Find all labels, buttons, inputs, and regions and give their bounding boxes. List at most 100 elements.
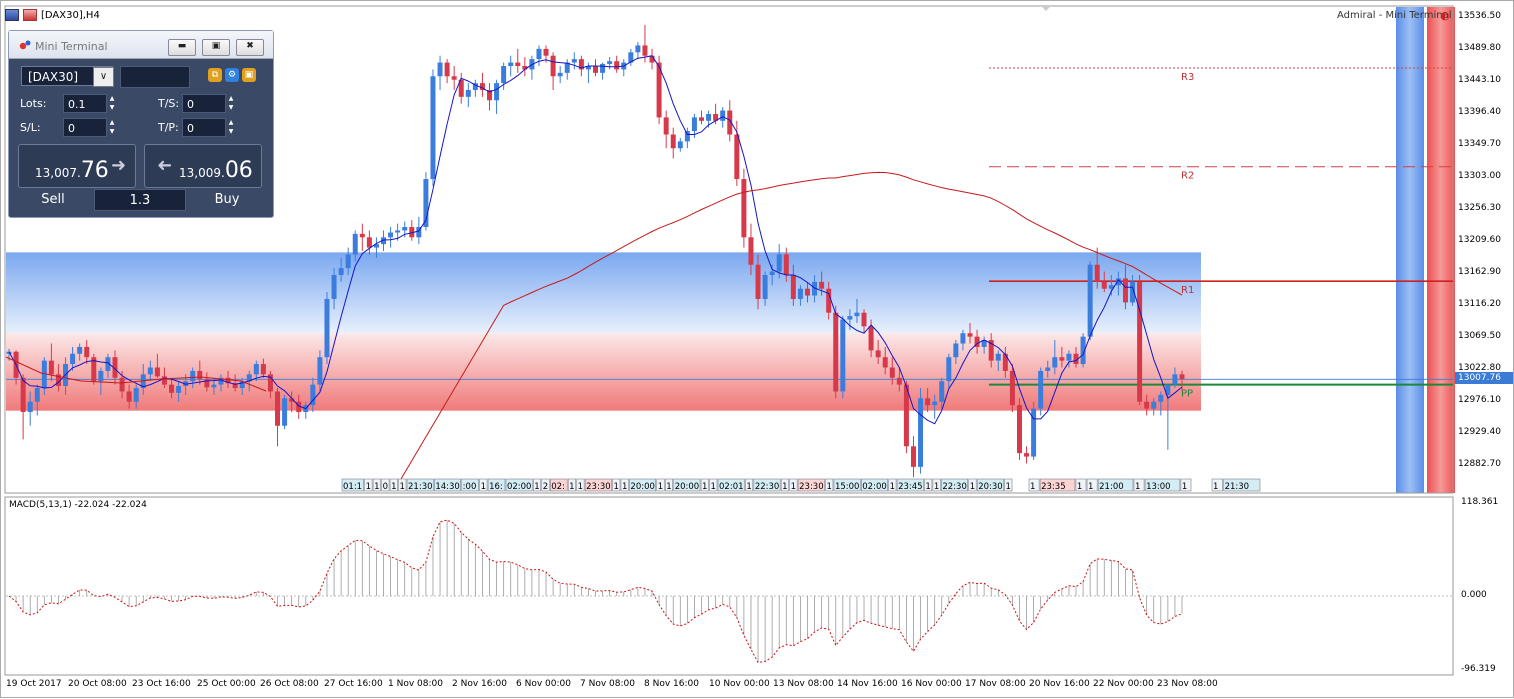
spread-value: 1.3 xyxy=(94,189,186,211)
candle-body xyxy=(854,312,860,317)
session-marker-box xyxy=(780,478,789,492)
date-axis-label: 6 Nov 00:00 xyxy=(516,679,571,689)
account-field[interactable] xyxy=(120,66,190,88)
session-marker-box xyxy=(341,478,364,492)
macd-axis-label: 118.361 xyxy=(1461,497,1499,507)
minimize-button[interactable]: ▬ xyxy=(168,39,196,56)
session-marker-box xyxy=(924,478,933,492)
candle-body xyxy=(564,62,570,73)
candle-body xyxy=(338,268,344,275)
session-marker-box xyxy=(381,478,390,492)
candle-body xyxy=(1144,401,1150,409)
session-marker-box xyxy=(1028,478,1040,492)
date-axis-label: 10 Nov 00:00 xyxy=(709,679,770,689)
candle-body xyxy=(282,398,288,426)
chart-title-bar: [DAX30],H4 xyxy=(5,7,100,23)
macd-axis-label: 0.000 xyxy=(1461,590,1487,600)
candle-body xyxy=(176,385,182,393)
candle-body xyxy=(720,110,726,121)
candle-body xyxy=(437,62,443,77)
candle-body xyxy=(55,374,61,386)
candle-body xyxy=(543,48,549,56)
ts-stepper[interactable]: ▲ ▼ xyxy=(228,95,234,111)
candle-body xyxy=(663,117,669,135)
tp-input[interactable]: 0 xyxy=(182,118,226,137)
candle-body xyxy=(939,381,945,402)
candle-body xyxy=(317,357,323,385)
session-marker-label: 22:30 xyxy=(942,482,967,492)
expert-advisor-icon[interactable]: ◐ xyxy=(1440,9,1450,22)
session-marker-label: 1 xyxy=(578,482,583,492)
price-axis-label: 12976.10 xyxy=(1458,395,1501,405)
candle-body xyxy=(373,244,379,248)
candle-body xyxy=(84,346,90,358)
candle-body xyxy=(253,364,259,375)
buy-price-main: 13,009. xyxy=(179,166,225,180)
date-axis-label: 20 Nov 16:00 xyxy=(1029,679,1090,689)
candle-body xyxy=(1130,281,1136,303)
session-marker-label: 1 xyxy=(658,482,663,492)
copy-icon[interactable]: ⧉ xyxy=(208,68,222,82)
session-marker-label: 14:30 xyxy=(435,482,460,492)
session-marker-box xyxy=(505,478,533,492)
candle-body xyxy=(232,383,238,389)
buy-button[interactable]: Buy xyxy=(214,192,240,207)
price-axis-label: 13022.80 xyxy=(1458,363,1501,373)
session-marker-label: 23:45 xyxy=(898,482,923,492)
session-marker-label: 23:30 xyxy=(799,482,824,492)
close-button[interactable]: ✖ xyxy=(236,39,264,56)
candle-body xyxy=(190,370,196,382)
maximize-button[interactable]: ▣ xyxy=(202,39,230,56)
candle-body xyxy=(479,83,485,90)
lots-stepper[interactable]: ▲ ▼ xyxy=(109,95,115,111)
candle-body xyxy=(112,357,118,378)
candle-body xyxy=(331,274,337,299)
chevron-down-icon[interactable]: ∨ xyxy=(93,67,114,87)
session-marker-label: 21:30 xyxy=(1225,482,1250,492)
candle-body xyxy=(762,274,768,299)
lots-input[interactable]: 0.1 xyxy=(63,94,107,113)
gear-icon[interactable]: ⚙ xyxy=(225,68,239,82)
session-marker-label: 21:30 xyxy=(408,482,433,492)
expand-icon[interactable]: ▣ xyxy=(242,68,256,82)
candle-body xyxy=(600,63,606,73)
moving-averages xyxy=(5,55,1183,480)
candle-body xyxy=(161,376,167,385)
session-marker-label: 1 xyxy=(366,482,371,492)
candle-body xyxy=(472,83,478,90)
buy-price-button[interactable]: ➜ 13,009.06 xyxy=(144,144,262,188)
candle-body xyxy=(77,346,83,354)
session-marker-box xyxy=(673,478,701,492)
tp-stepper[interactable]: ▲ ▼ xyxy=(228,119,234,135)
slow-ma-line-left xyxy=(5,356,267,392)
session-marker-box xyxy=(1004,478,1013,492)
ts-input[interactable]: 0 xyxy=(182,94,226,113)
mini-terminal-header[interactable]: Mini Terminal ▬ ▣ ✖ xyxy=(9,31,273,59)
session-marker-label: 1 xyxy=(746,482,751,492)
sell-button[interactable]: Sell xyxy=(41,192,65,207)
session-marker-box xyxy=(389,478,398,492)
candle-body xyxy=(656,62,662,118)
date-axis-label: 22 Nov 00:00 xyxy=(1093,679,1154,689)
candle-body xyxy=(1158,394,1164,402)
candle-body xyxy=(903,384,909,447)
candle-body xyxy=(515,62,521,66)
candle-body xyxy=(225,377,231,384)
candle-body xyxy=(423,179,429,228)
price-axis-label: 12882.70 xyxy=(1458,459,1501,469)
candle-body xyxy=(932,401,938,406)
sell-price-button[interactable]: 13,007.76 ➜ xyxy=(18,144,136,188)
candle-body xyxy=(974,336,980,347)
date-axis-label: 20 Oct 08:00 xyxy=(68,679,127,689)
session-marker-label: 1 xyxy=(374,482,379,492)
symbol-select[interactable]: [DAX30] xyxy=(21,66,113,86)
price-axis-label: 13349.70 xyxy=(1458,139,1501,149)
mini-terminal[interactable]: Mini Terminal ▬ ▣ ✖ [DAX30] ∨ ⧉ ⚙ ▣ Lots… xyxy=(8,30,274,218)
session-marker-box xyxy=(709,478,718,492)
broker-label: Admiral - Mini Terminal xyxy=(1337,10,1452,21)
price-axis-label: 13209.60 xyxy=(1458,235,1501,245)
sl-stepper[interactable]: ▲ ▼ xyxy=(109,119,115,135)
date-axis-label: 14 Nov 16:00 xyxy=(837,679,898,689)
tp-label: T/P: xyxy=(158,121,179,134)
sl-input[interactable]: 0 xyxy=(63,118,107,137)
